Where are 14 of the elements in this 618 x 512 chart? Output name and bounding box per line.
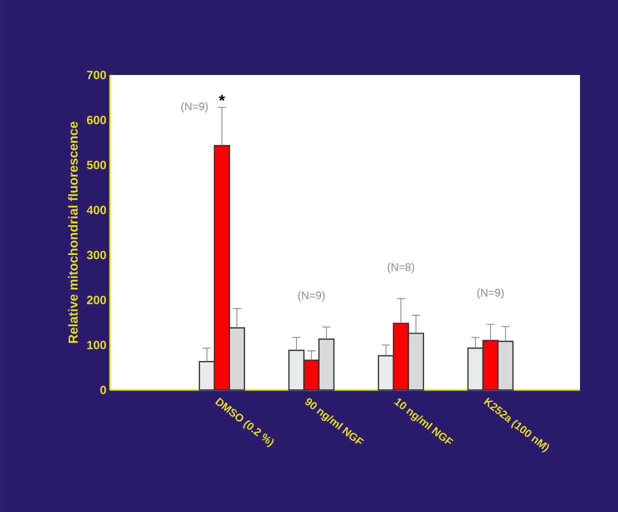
annotation: * <box>218 94 225 101</box>
annotation: (N=9) <box>298 291 325 302</box>
y-tick-label: 0 <box>100 386 106 394</box>
y-tick-label: 200 <box>86 296 106 304</box>
y-tick-label: 100 <box>87 340 106 350</box>
y-axis-title: Relative mitochondrial fluorescence <box>68 122 78 343</box>
y-tick-label: 300 <box>86 250 106 260</box>
annotation: (N=8) <box>388 262 414 274</box>
y-tick-label: 600 <box>86 116 106 124</box>
annotation: (N=9) <box>477 288 504 299</box>
y-tick-label: 400 <box>86 206 106 214</box>
annotation: (N=9) <box>181 102 208 112</box>
y-tick-label: 500 <box>86 160 106 170</box>
y-tick-label: 700 <box>87 70 106 80</box>
